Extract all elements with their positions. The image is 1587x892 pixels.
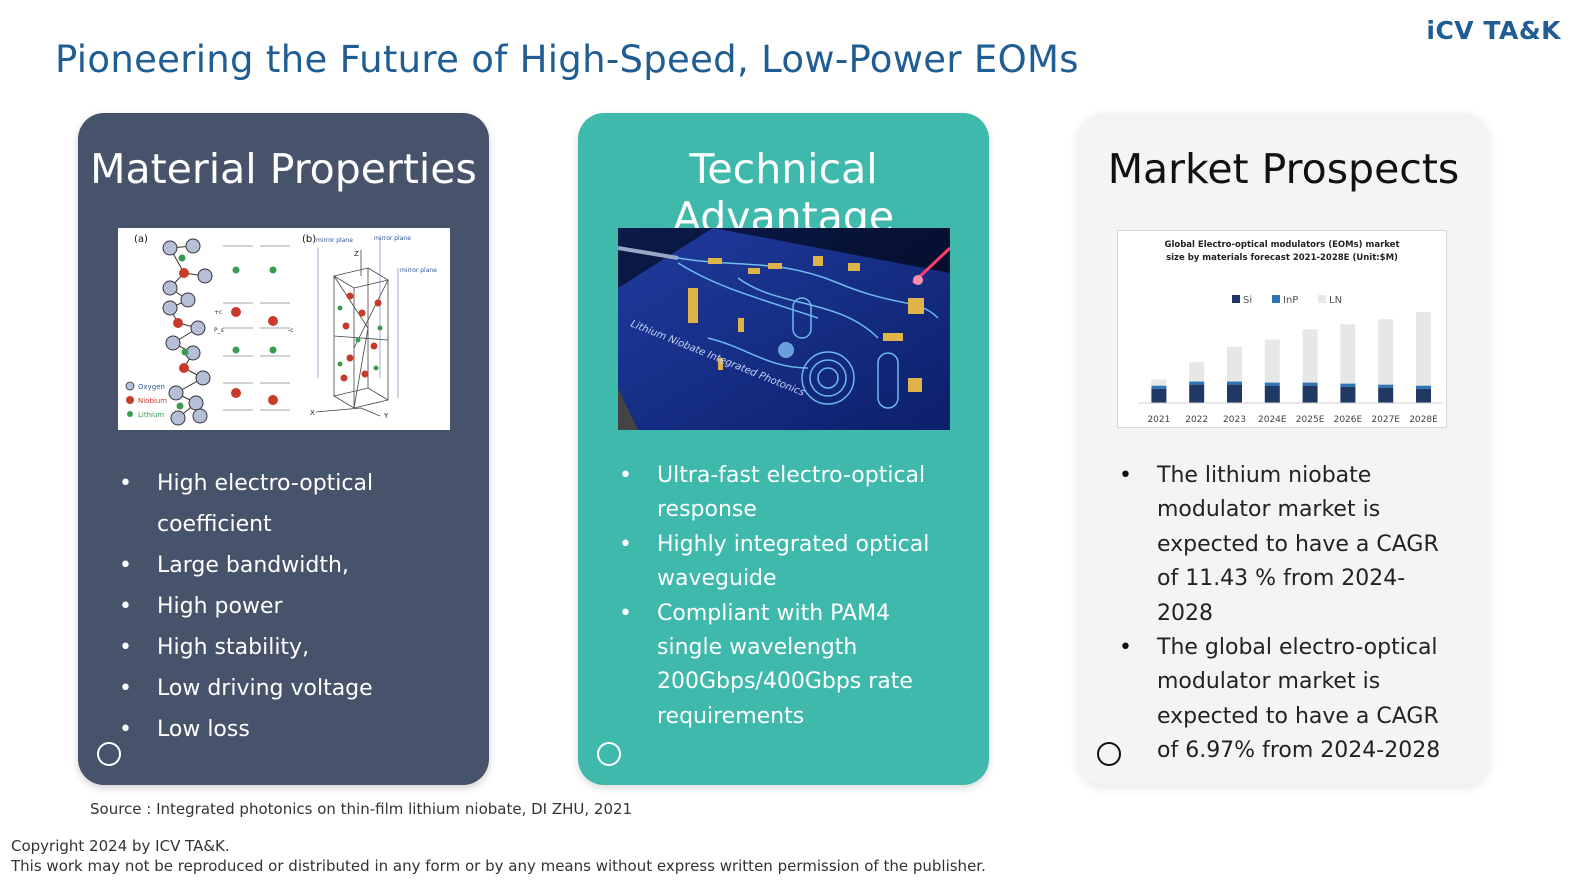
chart-title-line-2: size by materials forecast 2021-2028E (U… <box>1166 253 1398 263</box>
bar-inp-2023 <box>1227 381 1242 385</box>
svg-text:P_s: P_s <box>214 327 224 334</box>
x-tick-label: 2027E <box>1371 415 1400 425</box>
svg-text:X: X <box>310 409 315 417</box>
legend-swatch-si <box>1232 295 1240 303</box>
bar-ln-2024e <box>1264 339 1280 383</box>
x-tick-label: 2024E <box>1258 415 1287 425</box>
card-heading: Material Properties <box>90 145 477 193</box>
bullet-item: High stability, <box>115 627 435 668</box>
technical-advantage-card: Technical Advantage <box>578 113 989 785</box>
legend-label-ln: LN <box>1329 295 1342 306</box>
market-chart: Global Electro-optical modulators (EOMs)… <box>1117 230 1447 428</box>
x-tick-label: 2022 <box>1185 415 1208 425</box>
circle-icon <box>97 742 121 766</box>
bullet-item: Large bandwidth, <box>115 545 435 586</box>
material-bullets: High electro-optical coefficient Large b… <box>115 463 435 750</box>
x-tick-label: 2026E <box>1334 415 1363 425</box>
legend-lithium: Lithium <box>138 411 164 419</box>
copyright-permission: This work may not be reproduced or distr… <box>11 857 986 875</box>
photonic-chip-image: Lithium Niobate Integrated Photonics <box>618 228 950 430</box>
x-tick-label: 2025E <box>1296 415 1325 425</box>
bar-si-2023 <box>1227 384 1242 403</box>
legend-swatch-inp <box>1272 295 1280 303</box>
crystal-structure-figure: (a) (b) <box>118 228 450 430</box>
bar-ln-2028e <box>1416 312 1431 386</box>
page-title: Pioneering the Future of High-Speed, Low… <box>55 38 1079 81</box>
bullet-item: High electro-optical coefficient <box>115 463 435 545</box>
bullet-item: Compliant with PAM4 single wavelength 20… <box>615 597 955 735</box>
bullet-item: Ultra-fast electro-optical response <box>615 459 955 528</box>
bullet-item: Low driving voltage <box>115 668 435 709</box>
panel-b-label: (b) <box>302 234 316 245</box>
bar-si-2025e <box>1302 385 1318 403</box>
legend-label-inp: InP <box>1283 295 1298 306</box>
bar-ln-2025e <box>1302 329 1318 383</box>
copyright-notice: Copyright 2024 by ICV TA&K. This work ma… <box>11 836 986 876</box>
bar-si-2024e <box>1264 385 1280 403</box>
bullet-item: High power <box>115 586 435 627</box>
svg-text:-c: -c <box>288 327 293 334</box>
legend-oxygen: Oxygen <box>138 383 165 391</box>
bar-inp-2026e <box>1340 383 1356 387</box>
bar-inp-2022 <box>1189 381 1205 385</box>
legend-label-si: Si <box>1243 295 1252 306</box>
bar-ln-2021 <box>1151 379 1167 386</box>
copyright-line: Copyright 2024 by ICV TA&K. <box>11 837 230 855</box>
legend-niobium: Niobium <box>138 397 167 405</box>
x-tick-label: 2023 <box>1223 415 1246 425</box>
circle-icon <box>597 742 621 766</box>
bullet-item: Highly integrated optical waveguide <box>615 528 955 597</box>
technical-bullets: Ultra-fast electro-optical response High… <box>615 459 955 734</box>
bar-inp-2025e <box>1302 382 1318 386</box>
x-tick-label: 2021 <box>1147 415 1170 425</box>
panel-a-label: (a) <box>134 234 148 245</box>
market-prospects-card: Market Prospects Global Electro-optical … <box>1078 113 1489 785</box>
chart-svg: Global Electro-optical modulators (EOMs)… <box>1138 240 1443 425</box>
bar-inp-2021 <box>1151 385 1167 389</box>
svg-text:mirror plane: mirror plane <box>374 235 411 242</box>
card-heading: Market Prospects <box>1107 145 1460 193</box>
bar-ln-2026e <box>1340 324 1356 384</box>
bullet-item: Low loss <box>115 709 435 750</box>
source-note: Source : Integrated photonics on thin-fi… <box>90 800 633 818</box>
svg-text:Z: Z <box>354 250 359 258</box>
bar-ln-2023 <box>1227 346 1242 382</box>
chart-title-line-1: Global Electro-optical modulators (EOMs)… <box>1164 240 1399 250</box>
card-heading: Technical Advantage <box>672 145 895 241</box>
bar-inp-2024e <box>1264 382 1280 386</box>
bar-ln-2027e <box>1378 319 1394 385</box>
material-properties-card: Material Properties (a) (b) <box>78 113 489 785</box>
bullet-item: The global electro-optical modulator mar… <box>1115 631 1455 769</box>
bar-inp-2028e <box>1416 385 1431 389</box>
svg-text:+c: +c <box>214 309 222 316</box>
bar-si-2028e <box>1416 388 1431 403</box>
bar-si-2026e <box>1340 386 1356 403</box>
circle-icon <box>1097 742 1121 766</box>
svg-text:mirror plane: mirror plane <box>400 267 437 274</box>
bar-ln-2022 <box>1189 362 1205 382</box>
x-tick-label: 2028E <box>1409 415 1438 425</box>
market-bullets: The lithium niobate modulator market is … <box>1115 459 1455 769</box>
bar-inp-2027e <box>1378 384 1394 388</box>
bullet-item: The lithium niobate modulator market is … <box>1115 459 1455 631</box>
legend-swatch-ln <box>1318 295 1326 303</box>
bar-si-2021 <box>1151 388 1167 403</box>
company-logo: iCV TA&K <box>1426 16 1561 45</box>
bar-si-2027e <box>1378 387 1394 403</box>
svg-text:mirror plane: mirror plane <box>316 237 353 244</box>
bar-si-2022 <box>1189 384 1205 403</box>
svg-text:Y: Y <box>383 412 389 420</box>
